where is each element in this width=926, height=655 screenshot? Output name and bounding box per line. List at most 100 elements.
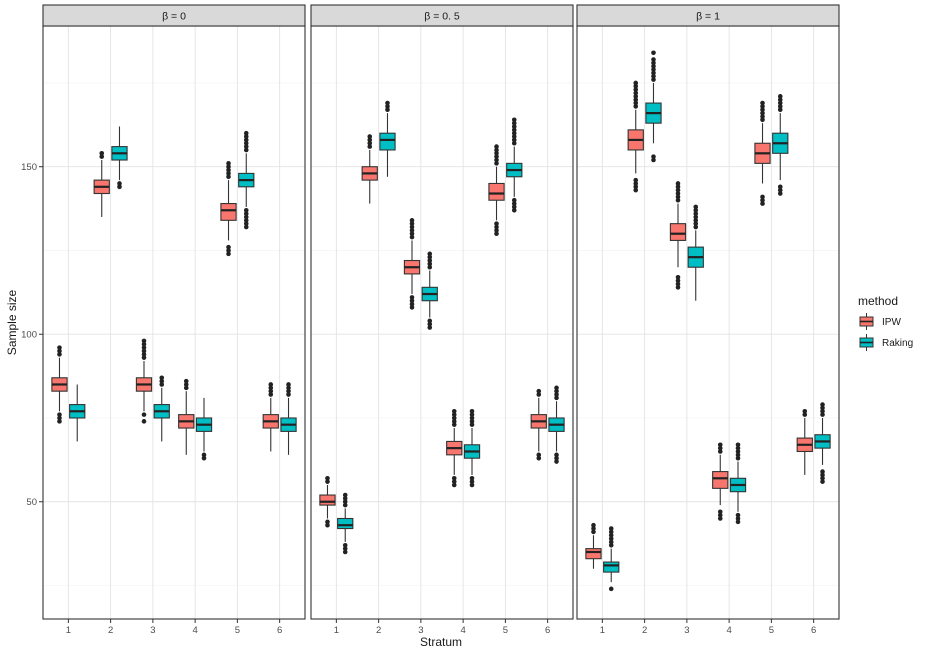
- outlier-point: [243, 221, 249, 226]
- outlier-point: [802, 408, 808, 414]
- outlier-point: [536, 388, 542, 394]
- x-tick-label: 3: [418, 625, 423, 636]
- outlier-point: [777, 191, 783, 196]
- outlier-point: [633, 181, 639, 186]
- outlier-point: [469, 422, 475, 427]
- box-ipw-stratum-1: [319, 475, 336, 528]
- box-raking-stratum-2: [645, 50, 662, 163]
- outlier-point: [675, 285, 681, 290]
- x-tick-label: 2: [642, 625, 647, 636]
- outlier-point: [633, 84, 639, 89]
- outlier-point: [760, 114, 765, 119]
- x-tick-label: 4: [192, 625, 197, 636]
- box-raking-stratum-5: [506, 117, 523, 213]
- outlier-point: [243, 218, 249, 223]
- x-tick-label: 3: [150, 625, 155, 636]
- outlier-point: [57, 352, 62, 357]
- outlier-point: [717, 509, 723, 515]
- outlier-point: [675, 281, 681, 287]
- box-raking-stratum-3: [687, 204, 704, 301]
- outlier-point: [717, 512, 723, 518]
- outlier-point: [159, 378, 165, 384]
- outlier-point: [511, 127, 517, 133]
- outlier-point: [693, 207, 699, 213]
- outlier-point: [554, 392, 559, 397]
- outlier-point: [820, 408, 825, 414]
- outlier-point: [760, 100, 765, 106]
- panel-2: [310, 4, 574, 623]
- outlier-point: [409, 228, 415, 233]
- outlier-point: [494, 144, 499, 149]
- outlier-point: [427, 321, 433, 327]
- legend-key-ipw: [859, 313, 874, 330]
- box-raking-stratum-4: [729, 442, 747, 525]
- x-tick-label: 6: [545, 625, 550, 636]
- outlier-point: [141, 352, 147, 357]
- outlier-point: [226, 248, 231, 253]
- box-body: [585, 548, 602, 560]
- box-raking-stratum-6: [814, 402, 831, 484]
- outlier-point: [385, 107, 390, 113]
- outlier-point: [651, 60, 656, 66]
- outlier-point: [243, 140, 249, 146]
- outlier-point: [325, 479, 330, 484]
- outlier-point: [591, 522, 596, 528]
- outlier-point: [554, 452, 559, 458]
- facet-strip: [42, 4, 306, 27]
- y-tick-label: 50: [26, 497, 37, 508]
- outlier-point: [633, 94, 639, 99]
- facet-strip: [310, 4, 574, 27]
- outlier-point: [451, 482, 457, 488]
- box-raking-stratum-6: [548, 385, 565, 464]
- outlier-point: [651, 70, 656, 76]
- outlier-point: [226, 174, 231, 180]
- x-axis-title: Stratum: [420, 635, 462, 649]
- outlier-point: [693, 204, 699, 210]
- outlier-point: [268, 382, 274, 387]
- outlier-point: [693, 211, 699, 216]
- outlier-point: [511, 120, 517, 126]
- outlier-point: [451, 408, 457, 414]
- outlier-point: [591, 526, 596, 531]
- outlier-point: [385, 100, 390, 106]
- outlier-point: [286, 388, 291, 394]
- outlier-point: [651, 63, 656, 69]
- legend-label: Raking: [882, 338, 913, 349]
- outlier-point: [591, 529, 596, 535]
- outlier-point: [820, 472, 825, 478]
- outlier-point: [717, 442, 723, 448]
- outlier-point: [342, 499, 348, 505]
- outlier-point: [608, 539, 614, 545]
- box-ipw-stratum-2: [93, 151, 110, 217]
- outlier-point: [57, 345, 62, 350]
- outlier-point: [651, 157, 656, 163]
- x-tick-label: 2: [108, 625, 113, 636]
- outlier-point: [409, 298, 415, 304]
- outlier-point: [608, 529, 614, 535]
- x-tick-label: 4: [460, 625, 465, 636]
- outlier-point: [675, 278, 681, 283]
- outlier-point: [651, 73, 656, 79]
- outlier-point: [608, 532, 614, 538]
- outlier-point: [777, 97, 783, 103]
- box-ipw-stratum-2: [627, 80, 644, 193]
- outlier-point: [286, 392, 291, 397]
- outlier-point: [760, 104, 765, 109]
- outlier-point: [469, 479, 475, 484]
- box-ipw-stratum-4: [712, 442, 729, 521]
- panel-background: [311, 26, 573, 619]
- outlier-point: [633, 87, 639, 92]
- outlier-point: [342, 546, 348, 551]
- outlier-point: [427, 258, 433, 263]
- outlier-point: [226, 171, 231, 176]
- legend-label: IPW: [882, 317, 901, 328]
- box-ipw-stratum-6: [530, 388, 547, 461]
- outlier-point: [342, 549, 348, 555]
- outlier-point: [141, 412, 147, 417]
- box-ipw-stratum-3: [135, 338, 153, 424]
- x-tick-label: 5: [503, 625, 508, 636]
- outlier-point: [268, 385, 274, 391]
- outlier-point: [494, 224, 499, 230]
- outlier-point: [342, 492, 348, 498]
